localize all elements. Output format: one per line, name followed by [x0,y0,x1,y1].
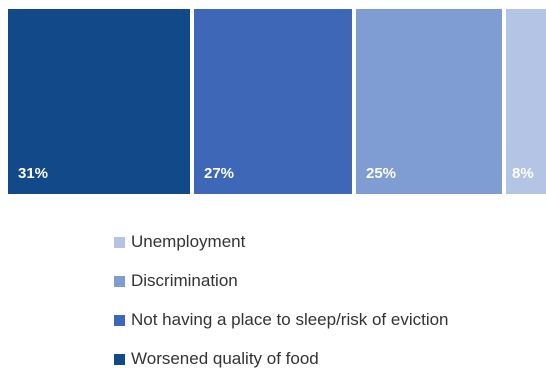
data-label: 25% [366,165,397,182]
data-label: 27% [204,165,235,182]
bar-segment-2: 27% [194,9,352,194]
data-label: 8% [512,165,534,182]
legend-label: Worsened quality of food [131,349,319,368]
legend-label: Not having a place to sleep/risk of evic… [131,310,449,329]
legend-item: Not having a place to sleep/risk of evic… [114,307,449,333]
legend-swatch [114,275,125,287]
legend-item: Worsened quality of food [114,346,449,370]
legend-swatch [114,314,125,326]
bar-segment-1: 31% [8,9,190,194]
bar-segment-4: 8% [506,9,546,194]
bar-segment-3: 25% [356,9,502,194]
legend-item: Discrimination [114,268,449,294]
stacked-bar: 31% 27% 25% 8% [8,9,546,194]
legend-swatch [114,353,125,365]
legend-swatch [114,236,125,248]
legend-item: Unemployment [114,229,449,255]
legend: Unemployment Discrimination Not having a p… [114,229,449,370]
data-label: 31% [18,165,49,182]
legend-label: Unemployment [131,232,246,251]
legend-label: Discrimination [131,271,238,290]
